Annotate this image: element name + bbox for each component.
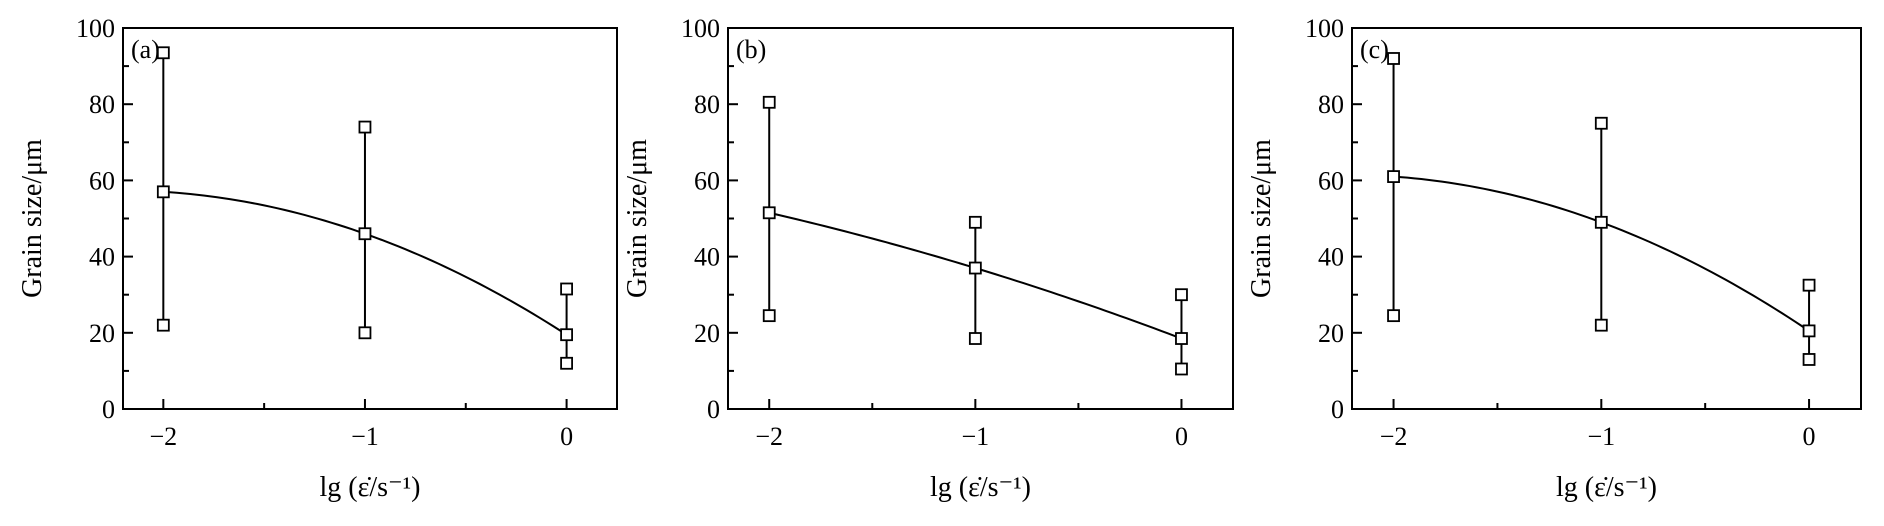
error-cap-min: [156, 318, 170, 332]
x-axis-title: lg (ε̇/s⁻¹): [319, 472, 420, 503]
x-tick-label: −2: [1380, 422, 1408, 451]
error-cap-min: [762, 309, 776, 323]
data-point: [1594, 215, 1608, 229]
data-point: [1175, 332, 1188, 345]
y-tick-label: 40: [89, 243, 115, 272]
x-tick-label: −2: [149, 422, 177, 451]
data-point: [156, 185, 170, 199]
chart-panel-3: 0 20 40 60 80 100 −2 −1 0 (c) lg (ε̇/s⁻¹) Grain siz…: [1246, 14, 1862, 503]
data-point: [560, 328, 573, 342]
data-point: [762, 206, 776, 220]
x-tick-label: −2: [755, 422, 783, 451]
error-cap-max: [762, 95, 776, 109]
y-tick-label: 60: [89, 166, 115, 195]
y-tick-label: 60: [1318, 166, 1344, 195]
y-tick-label: 100: [76, 14, 115, 43]
x-tick-label: −1: [962, 422, 990, 451]
y-tick-label: 100: [681, 14, 720, 43]
data-point: [968, 261, 982, 275]
y-tick-label: 0: [707, 395, 720, 424]
x-axis-title: lg (ε̇/s⁻¹): [1556, 472, 1657, 503]
y-tick-label: 0: [1331, 395, 1344, 424]
error-cap-min: [560, 356, 573, 370]
error-cap-min: [358, 326, 372, 340]
error-cap-min: [1594, 318, 1608, 332]
error-cap-max: [1802, 278, 1816, 292]
data-point: [1802, 324, 1816, 338]
error-cap-max: [156, 46, 170, 60]
x-tick-label: −1: [351, 422, 379, 451]
x-tick-label: 0: [560, 422, 573, 451]
y-tick-label: 20: [694, 319, 720, 348]
error-cap-max: [560, 282, 573, 296]
chart-panel-2: 0 20 40 60 80 100 −2 −1 0 (b) lg (ε̇/s⁻¹) Grain siz…: [622, 14, 1234, 503]
panel-label: (c): [1360, 35, 1389, 64]
error-cap-min: [968, 332, 982, 345]
y-tick-label: 80: [694, 90, 720, 119]
y-axis-title: Grain size/μm: [1246, 139, 1277, 298]
error-cap-min: [1802, 353, 1816, 366]
y-tick-label: 60: [694, 166, 720, 195]
y-tick-label: 20: [89, 319, 115, 348]
x-axis-title: lg (ε̇/s⁻¹): [930, 472, 1031, 503]
plot-frame: [122, 27, 618, 410]
x-tick-label: 0: [1175, 422, 1188, 451]
panel-label: (a): [131, 35, 160, 64]
y-tick-label: 20: [1318, 319, 1344, 348]
error-cap-max: [1387, 52, 1400, 65]
error-cap-max: [968, 215, 982, 229]
y-tick-label: 40: [694, 243, 720, 272]
y-tick-label: 40: [1318, 243, 1344, 272]
data-point: [1387, 170, 1400, 183]
error-cap-max: [1594, 116, 1608, 130]
y-tick-label: 100: [1305, 14, 1344, 43]
error-cap-max: [1175, 288, 1188, 302]
y-axis-title: Grain size/μm: [622, 139, 653, 298]
error-cap-min: [1175, 362, 1188, 376]
y-axis-title: Grain size/μm: [17, 139, 48, 298]
x-tick-label: 0: [1803, 422, 1816, 451]
error-cap-max: [358, 120, 372, 134]
x-tick-label: −1: [1587, 422, 1615, 451]
chart-panel-1: 0 20 40 60 80 100 −2 −1 0 (a) lg (ε̇/s⁻¹) Grain siz…: [17, 14, 618, 503]
y-tick-label: 80: [1318, 90, 1344, 119]
error-cap-min: [1387, 309, 1400, 323]
y-tick-label: 0: [102, 395, 115, 424]
data-point: [358, 227, 372, 241]
y-tick-label: 80: [89, 90, 115, 119]
panel-label: (b): [736, 35, 766, 64]
